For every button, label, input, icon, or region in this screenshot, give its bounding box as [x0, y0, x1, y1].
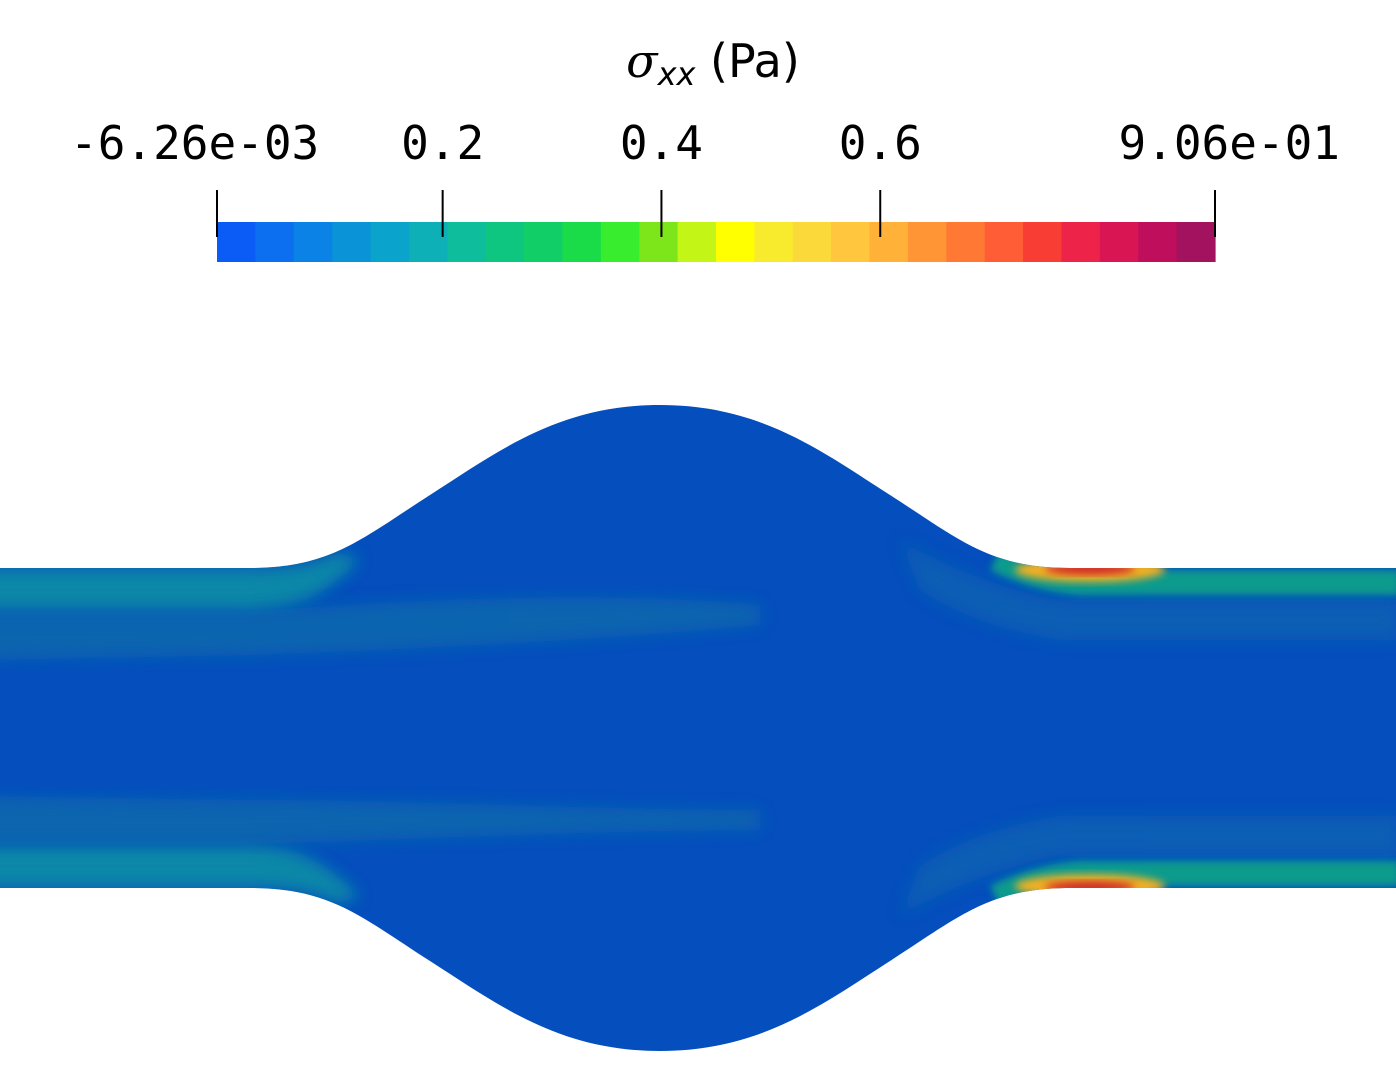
colorbar-segment — [754, 222, 794, 262]
colorbar-title-unit: (Pa) — [695, 34, 800, 88]
colorbar-segment — [677, 222, 717, 262]
colorbar-segment — [716, 222, 755, 262]
lower-wall-band — [0, 844, 360, 904]
colorbar-title: σxx (Pa) — [0, 38, 1396, 90]
colorbar-segment — [1138, 222, 1178, 262]
colorbar-segment — [946, 222, 986, 262]
colorbar-segment — [907, 222, 947, 262]
lower-hotspot-core — [1045, 881, 1135, 893]
colorbar-segment — [408, 222, 448, 262]
colorbar-segment — [792, 222, 832, 262]
colorbar-segment — [639, 222, 679, 262]
upper-mid-band — [0, 597, 760, 660]
colorbar-segment — [332, 222, 372, 262]
lower-right-wall-band — [990, 861, 1396, 906]
colorbar-tick-label: -6.26e-03 — [70, 116, 320, 170]
colorbar-segment — [1061, 222, 1101, 262]
lower-mid-band — [0, 796, 760, 844]
lower-right-band — [900, 816, 1396, 916]
colorbar-title-subscript: xx — [657, 55, 696, 93]
colorbar-segment — [524, 222, 564, 262]
colorbar-segment — [562, 222, 602, 262]
colorbar-segment — [1023, 222, 1063, 262]
colorbar-segment — [984, 222, 1024, 262]
colorbar-segment — [600, 222, 640, 262]
colorbar-tick-label: 0.4 — [619, 116, 703, 170]
vessel-base-field — [0, 405, 1396, 1051]
colorbar-segment — [869, 222, 909, 262]
colorbar-tick-label: 0.6 — [838, 116, 922, 170]
colorbar-segment — [217, 222, 256, 262]
colorbar-segment — [1176, 222, 1216, 262]
colorbar-segment — [293, 222, 333, 262]
colorbar-segment — [447, 222, 487, 262]
upper-hotspot-core — [1045, 563, 1135, 575]
colorbar — [216, 190, 1216, 262]
colorbar-title-symbol: σ — [626, 34, 658, 88]
colorbar-tick-label: 0.2 — [401, 116, 485, 170]
colorbar-segment — [370, 222, 410, 262]
colorbar-tick-label: 9.06e-01 — [1118, 116, 1340, 170]
upper-right-wall-band — [990, 550, 1396, 595]
upper-wall-band — [0, 552, 360, 612]
colorbar-segment — [1099, 222, 1139, 262]
vessel-domain — [0, 405, 1396, 1051]
colorbar-segment — [831, 222, 871, 262]
colorbar-segment — [255, 222, 295, 262]
colorbar-segment — [485, 222, 525, 262]
upper-right-band — [900, 540, 1396, 640]
